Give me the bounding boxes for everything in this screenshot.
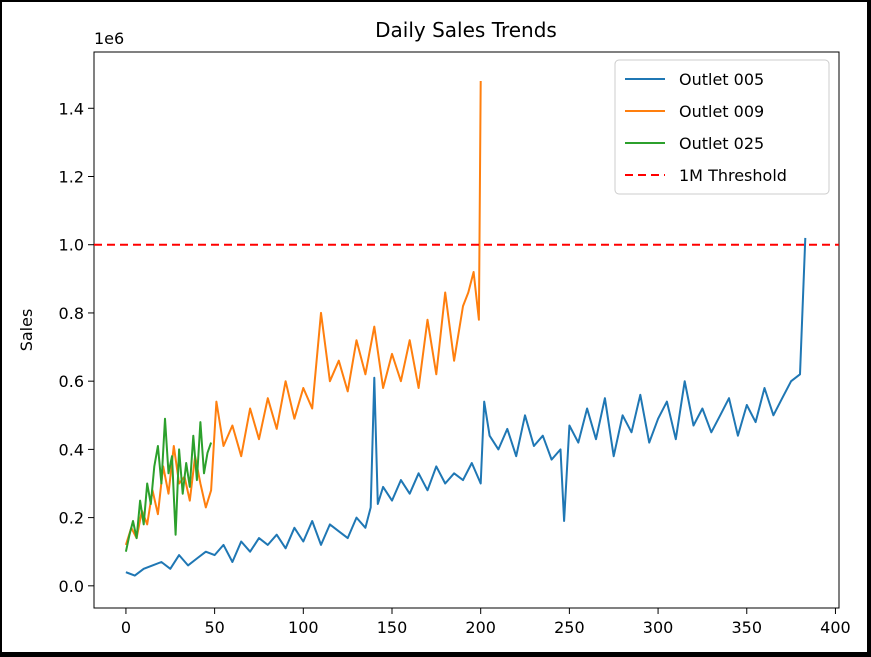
x-axis: 0 50 100 150 200 250 300 350 400	[121, 608, 851, 637]
x-tick-label: 400	[820, 618, 851, 637]
y-axis: 0.0 0.2 0.4 0.6 0.8 1.0 1.2 1.4	[59, 99, 94, 596]
y-tick-label: 0.4	[59, 440, 84, 459]
y-tick-label: 0.6	[59, 372, 84, 391]
y-tick-label: 1.0	[59, 236, 84, 255]
y-axis-label: Sales	[17, 309, 36, 352]
legend-label: Outlet 005	[679, 70, 764, 89]
series-layer	[94, 80, 839, 577]
chart-title: Daily Sales Trends	[375, 18, 557, 42]
x-tick-label: 200	[465, 618, 496, 637]
y-offset-label: 1e6	[94, 29, 124, 48]
x-tick-label: 150	[377, 618, 408, 637]
legend-label: Outlet 009	[679, 102, 764, 121]
series-line-outlet-005	[125, 237, 807, 577]
x-tick-label: 50	[204, 618, 224, 637]
legend-label: Outlet 025	[679, 134, 764, 153]
x-tick-label: 250	[554, 618, 585, 637]
x-tick-label: 300	[643, 618, 674, 637]
y-tick-label: 0.2	[59, 509, 84, 528]
y-tick-label: 1.4	[59, 99, 84, 118]
series-line-outlet-009	[124, 80, 482, 546]
x-tick-label: 0	[121, 618, 131, 637]
legend-label: 1M Threshold	[679, 166, 787, 185]
y-tick-label: 1.2	[59, 168, 84, 187]
legend-box	[614, 59, 830, 195]
y-tick-label: 0.0	[59, 577, 84, 596]
y-tick-label: 0.8	[59, 304, 84, 323]
x-tick-label: 350	[731, 618, 762, 637]
x-tick-label: 100	[288, 618, 319, 637]
legend: Outlet 005 Outlet 009 Outlet 025 1M Thresho…	[614, 59, 830, 195]
series-line-outlet-025	[124, 417, 213, 552]
